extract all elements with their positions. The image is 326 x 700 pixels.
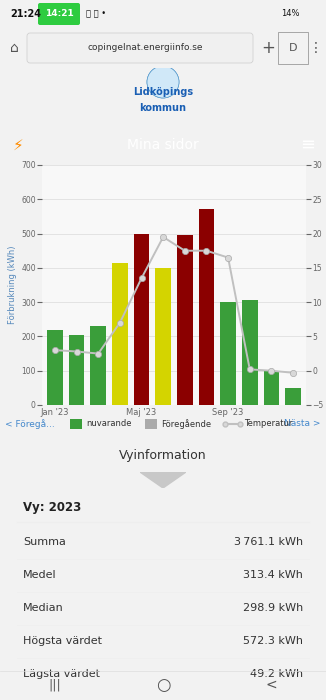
Text: 298.9 kWh: 298.9 kWh xyxy=(243,603,303,613)
Bar xyxy=(177,235,193,405)
Text: Lidköpings: Lidköpings xyxy=(133,87,193,97)
Text: nuvarande: nuvarande xyxy=(86,419,131,428)
Text: Högsta värdet: Högsta värdet xyxy=(23,636,102,646)
Text: 14%: 14% xyxy=(281,10,300,18)
Text: Summa: Summa xyxy=(23,537,66,547)
Text: Mina sidor: Mina sidor xyxy=(127,138,199,152)
Text: ≡: ≡ xyxy=(301,136,316,154)
Circle shape xyxy=(147,66,179,98)
Text: ⌂: ⌂ xyxy=(10,41,18,55)
Text: Temperatur: Temperatur xyxy=(244,419,292,428)
FancyBboxPatch shape xyxy=(38,3,80,25)
Text: 49.2 kWh: 49.2 kWh xyxy=(250,669,303,679)
Text: Föregående: Föregående xyxy=(161,419,211,429)
Bar xyxy=(112,262,128,405)
Text: ⚡: ⚡ xyxy=(13,137,23,153)
Bar xyxy=(199,209,214,405)
Bar xyxy=(285,389,301,405)
Text: copingelnat.energiinfo.se: copingelnat.energiinfo.se xyxy=(87,43,203,52)
Text: kommun: kommun xyxy=(140,103,186,113)
Text: 21:24: 21:24 xyxy=(10,9,41,19)
Bar xyxy=(134,234,149,405)
Text: 🖼 💬 •: 🖼 💬 • xyxy=(86,10,106,18)
Text: 313.4 kWh: 313.4 kWh xyxy=(243,570,303,580)
Text: Vyinformation: Vyinformation xyxy=(119,449,207,463)
Text: <: < xyxy=(265,678,277,692)
Polygon shape xyxy=(140,472,186,488)
Bar xyxy=(145,419,157,429)
Text: ⋮: ⋮ xyxy=(309,41,323,55)
Text: ○: ○ xyxy=(156,676,170,694)
Y-axis label: Förbrukning (kWh): Förbrukning (kWh) xyxy=(8,246,17,324)
Bar xyxy=(264,371,279,405)
Text: D: D xyxy=(289,43,297,53)
Bar xyxy=(242,300,258,405)
Bar xyxy=(91,326,106,405)
FancyBboxPatch shape xyxy=(27,33,253,63)
Text: Median: Median xyxy=(23,603,64,613)
Bar xyxy=(156,268,171,405)
Bar xyxy=(47,330,63,405)
Text: < Föregå...: < Föregå... xyxy=(5,419,55,429)
Bar xyxy=(70,419,82,429)
Text: Nästa >: Nästa > xyxy=(285,419,321,428)
Text: 3 761.1 kWh: 3 761.1 kWh xyxy=(234,537,303,547)
Text: Vy: 2023: Vy: 2023 xyxy=(23,500,81,514)
Text: 572.3 kWh: 572.3 kWh xyxy=(243,636,303,646)
Text: +: + xyxy=(261,39,275,57)
Text: Medel: Medel xyxy=(23,570,57,580)
Text: Lägsta värdet: Lägsta värdet xyxy=(23,669,100,679)
Bar xyxy=(69,335,84,405)
Text: |||: ||| xyxy=(49,678,61,692)
Bar xyxy=(220,302,236,405)
Text: 14:21: 14:21 xyxy=(45,10,73,18)
